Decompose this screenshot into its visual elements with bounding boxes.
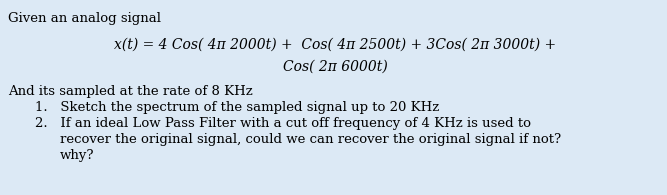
Text: Given an analog signal: Given an analog signal xyxy=(8,12,161,25)
Text: 2.   If an ideal Low Pass Filter with a cut off frequency of 4 KHz is used to: 2. If an ideal Low Pass Filter with a cu… xyxy=(35,117,531,130)
Text: 1.   Sketch the spectrum of the sampled signal up to 20 KHz: 1. Sketch the spectrum of the sampled si… xyxy=(35,101,440,114)
Text: recover the original signal, could we can recover the original signal if not?: recover the original signal, could we ca… xyxy=(60,133,561,146)
Text: why?: why? xyxy=(60,149,95,162)
Text: And its sampled at the rate of 8 KHz: And its sampled at the rate of 8 KHz xyxy=(8,85,253,98)
Text: Cos( 2π 6000t): Cos( 2π 6000t) xyxy=(283,60,388,74)
Text: x(t) = 4 Cos( 4π 2000t) +  Cos( 4π 2500t) + 3Cos( 2π 3000t) +: x(t) = 4 Cos( 4π 2000t) + Cos( 4π 2500t)… xyxy=(114,38,556,52)
